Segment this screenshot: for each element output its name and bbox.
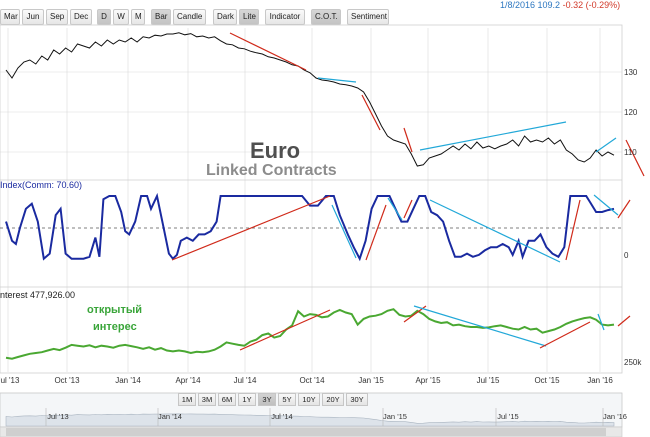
x-tick-0: Jul '13 [0,376,20,385]
month-button-jun[interactable]: Jun [22,9,44,25]
trendline-index-4 [387,197,403,221]
trendline-price-1 [229,32,307,71]
open-interest-note-line2: интерес [93,321,137,333]
trendline-index-8 [593,194,619,216]
range-5y-button[interactable]: 5Y [278,393,296,406]
navigator-tick-0: Jul '13 [47,412,68,421]
trendline-index-5 [403,199,413,219]
navigator-tick-4: Jul '15 [497,412,518,421]
price-series-line [5,32,615,167]
y-axis-ticks: 110 120 130 0 250k [624,68,642,367]
trendline-oi-1 [239,309,331,351]
range-30y-button[interactable]: 30Y [346,393,368,406]
trendline-oi-6 [617,315,631,327]
interval-daily-button[interactable]: D [97,9,111,25]
open-interest-note-line1: открытый [87,304,142,316]
range-10y-button[interactable]: 10Y [298,393,320,406]
navigator-tick-2: Jul '14 [271,412,292,421]
month-button-sep[interactable]: Sep [46,9,68,25]
x-tick-1: Oct '13 [54,376,80,385]
range-1m-button[interactable]: 1M [178,393,196,406]
x-tick-3: Apr '14 [175,376,201,385]
chart-type-candle-button[interactable]: Candle [173,9,206,25]
trendline-index-6 [429,199,561,263]
commercial-index-label: Index(Comm: 70.60) [0,180,83,190]
range-3m-button[interactable]: 3M [198,393,216,406]
trendline-price-4 [403,127,413,153]
navigator-ticks: Jul '13 Jan '14 Jul '14 Jan '15 Jul '15 Jan '… [45,408,627,426]
navigator-tick-5: Jan '16 [603,412,627,421]
trendline-index-7 [565,199,581,261]
oi-ytick-0: 250k [624,358,642,367]
trendlines [171,32,645,351]
open-interest-label: nterest 477,926.00 [0,290,76,300]
x-tick-6: Jan '15 [358,376,384,385]
month-button-dec[interactable]: Dec [70,9,92,25]
trendline-oi-5 [597,313,605,331]
x-tick-7: Apr '15 [415,376,441,385]
x-tick-4: Jul '14 [234,376,257,385]
trendline-price-7 [625,139,645,177]
navigator-tick-1: Jan '14 [158,412,182,421]
commercial-index-line [5,192,615,262]
trendline-index-9 [617,199,631,219]
interval-weekly-button[interactable]: W [113,9,129,25]
quote-change: -0.32 (-0.29%) [562,0,621,10]
gridlines [0,28,622,372]
price-ytick-0: 110 [624,148,637,157]
trendline-oi-3 [413,305,547,347]
interval-monthly-button[interactable]: M [131,9,145,25]
price-ytick-1: 120 [624,108,638,117]
cot-button[interactable]: C.O.T. [311,9,341,25]
range-6m-button[interactable]: 6M [218,393,236,406]
range-20y-button[interactable]: 20Y [322,393,344,406]
price-ytick-2: 130 [624,68,638,77]
x-tick-2: Jan '14 [115,376,141,385]
trendline-oi-4 [539,321,591,349]
quote-readout: 1/8/2016 109.2 -0.32 (-0.29%) [500,0,620,10]
chart-toolbar: Mar Jun Sep Dec D W M Bar Candle Dark Li… [0,0,650,25]
range-1y-button[interactable]: 1Y [238,393,256,406]
trendline-index-3 [365,204,387,261]
navigator-tick-3: Jan '15 [383,412,407,421]
theme-lite-button[interactable]: Lite [239,9,259,25]
navigator-scrollbar-thumb[interactable] [6,428,606,436]
trendline-index-1 [171,195,331,261]
x-tick-9: Oct '15 [534,376,560,385]
overlay-title: Euro [250,138,301,163]
trendline-price-2 [317,77,357,83]
open-interest-line [5,308,615,360]
x-tick-5: Oct '14 [299,376,325,385]
x-axis-ticks: Jul '13 Oct '13 Jan '14 Apr '14 Jul '14 Oct '… [0,376,613,385]
indicator-button[interactable]: Indicator [265,9,305,25]
chart-type-bar-button[interactable]: Bar [151,9,171,25]
trendline-price-5 [419,121,567,151]
x-tick-8: Jul '15 [477,376,500,385]
range-3y-button[interactable]: 3Y [258,393,276,406]
sentiment-button[interactable]: Sentiment [347,9,389,25]
overlay-subtitle: Linked Contracts [206,162,337,179]
month-button-mar[interactable]: Mar [0,9,20,25]
x-tick-10: Jan '16 [587,376,613,385]
trendline-index-2 [331,204,357,259]
trendline-price-3 [361,94,381,131]
theme-dark-button[interactable]: Dark [213,9,237,25]
index-ytick-0: 0 [624,251,629,260]
trendline-price-6 [595,137,617,153]
quote-price: 1/8/2016 109.2 [500,0,561,10]
